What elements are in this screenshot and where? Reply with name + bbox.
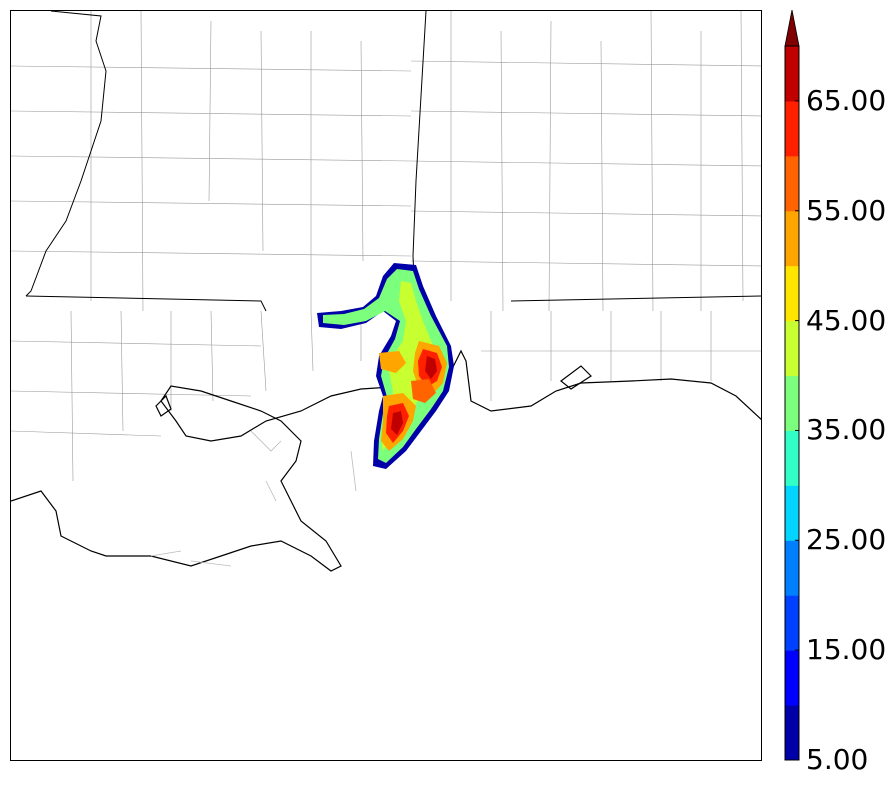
map-panel	[10, 10, 762, 761]
colorbar	[784, 10, 800, 761]
colorbar-band	[785, 650, 799, 706]
marsh-lines	[150, 430, 357, 567]
colorbar-band	[785, 705, 799, 761]
colorbar-band	[785, 210, 799, 267]
contour-region	[411, 379, 436, 403]
contour-region	[425, 356, 437, 379]
colorbar-tick-label: 5.00	[806, 743, 869, 776]
map-canvas	[11, 11, 761, 572]
colorbar-band	[785, 100, 799, 157]
colorbar-band	[785, 320, 799, 377]
colorbar-extend-triangle	[784, 10, 800, 47]
colorbar-border	[784, 45, 800, 761]
colorbar-tick-label: 15.00	[806, 633, 887, 667]
colorbar-band	[785, 155, 799, 212]
colorbar-band	[785, 375, 799, 431]
colorbar-tick-label: 45.00	[806, 303, 887, 337]
colorbar-band	[785, 485, 799, 541]
contour-region	[391, 411, 403, 435]
contour-region	[379, 351, 406, 373]
colorbar-band	[785, 46, 799, 102]
county-boundaries	[11, 11, 761, 482]
colorbar-band	[785, 265, 799, 322]
colorbar-band	[785, 430, 799, 486]
colorbar-tick-label: 35.00	[806, 413, 887, 447]
colorbar-tick-label: 55.00	[806, 193, 887, 227]
colorbar-tick-label: 25.00	[806, 523, 887, 557]
colorbar-band	[785, 540, 799, 596]
coastline	[11, 349, 761, 572]
reflectivity-contours	[317, 263, 454, 469]
colorbar-band	[785, 595, 799, 651]
colorbar-tick-label: 65.00	[806, 83, 887, 117]
